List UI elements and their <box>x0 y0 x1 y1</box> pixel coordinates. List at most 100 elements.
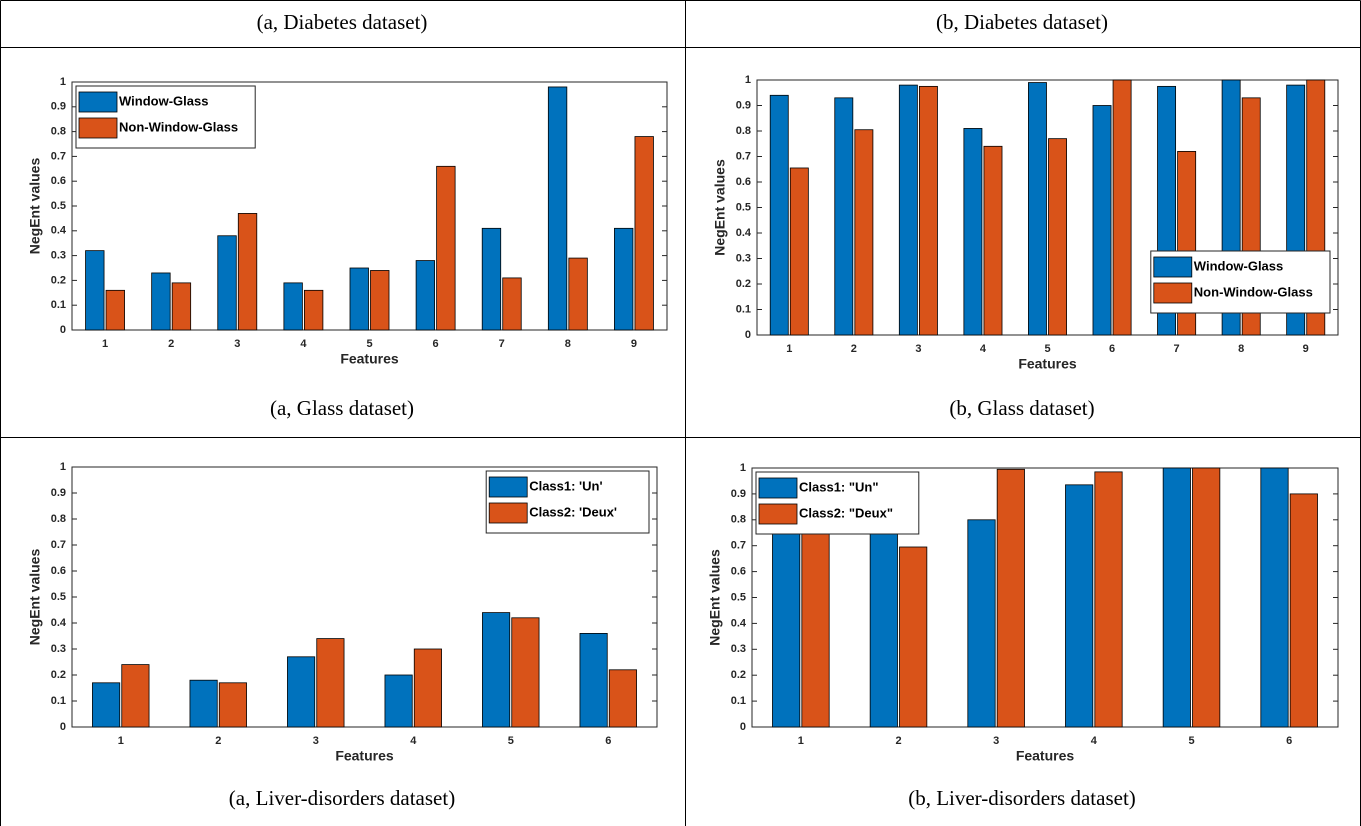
x-tick-label: 6 <box>1109 343 1115 355</box>
y-tick-label: 0.1 <box>736 303 751 315</box>
caption: (a, Glass dataset) <box>270 396 414 420</box>
bar <box>218 682 247 728</box>
bar <box>121 664 150 728</box>
y-tick-label: 0.8 <box>731 514 746 526</box>
bar <box>772 514 801 728</box>
legend-swatch <box>758 477 798 499</box>
x-axis-label: Features <box>335 748 394 764</box>
bar <box>237 213 258 331</box>
y-tick-label: 0 <box>740 721 746 733</box>
x-tick-label: 1 <box>786 343 792 355</box>
y-tick-label: 0.1 <box>731 695 746 707</box>
x-tick-label: 5 <box>366 338 372 350</box>
x-tick-label: 8 <box>1238 343 1244 355</box>
bar <box>869 506 898 728</box>
chart: 0 0.1 0.2 0.3 0.4 0.5 0.6 0.7 0.8 0.9 1 1 2 3 4 5 6 7 8 9 Fe… <box>27 76 668 367</box>
chart: 0 0.1 0.2 0.3 0.4 0.5 0.6 0.7 0.8 0.9 1 1 2 3 4 5 6 7 8 9 Fe… <box>712 74 1339 372</box>
y-tick-label: 0.1 <box>51 299 66 311</box>
bar <box>105 289 125 331</box>
bar <box>996 468 1025 728</box>
caption: (a, Diabetes dataset) <box>257 10 428 34</box>
y-tick-label: 0.2 <box>51 274 66 286</box>
y-tick-label: 1 <box>60 76 66 88</box>
y-tick-label: 0.1 <box>51 695 66 707</box>
caption: (b, Liver-disorders dataset) <box>908 786 1136 810</box>
y-tick-label: 0.3 <box>51 250 66 262</box>
y-tick-label: 0.2 <box>736 278 751 290</box>
legend-label: Class2: "Deux" <box>799 505 893 520</box>
x-tick-label: 6 <box>433 338 439 350</box>
bar <box>568 257 588 331</box>
bar <box>898 84 918 336</box>
caption: (b, Glass dataset) <box>949 396 1094 420</box>
legend-label: Non-Window-Glass <box>1194 284 1313 299</box>
y-axis-label: NegEnt values <box>27 549 43 646</box>
bar <box>854 129 874 336</box>
bar <box>436 165 456 331</box>
y-tick-label: 0.9 <box>51 487 66 499</box>
bar <box>1260 467 1289 728</box>
y-tick-label: 1 <box>745 74 751 86</box>
bar <box>547 86 568 331</box>
y-axis-label: NegEnt values <box>27 158 43 255</box>
x-tick-label: 4 <box>300 338 307 350</box>
y-tick-label: 0.2 <box>51 669 66 681</box>
bar <box>899 546 928 728</box>
bar <box>769 94 789 336</box>
x-tick-label: 7 <box>1174 343 1180 355</box>
y-tick-label: 1 <box>740 462 746 474</box>
x-tick-label: 2 <box>851 343 857 355</box>
y-tick-label: 0.5 <box>51 200 66 212</box>
x-tick-label: 5 <box>1188 735 1194 747</box>
y-tick-label: 0.3 <box>731 643 746 655</box>
y-tick-label: 0.8 <box>51 513 66 525</box>
y-tick-label: 0.4 <box>736 227 752 239</box>
bar <box>983 145 1003 336</box>
bar <box>511 617 540 728</box>
x-tick-label: 4 <box>1091 735 1098 747</box>
legend-label: Non-Window-Glass <box>119 119 238 134</box>
x-tick-label: 1 <box>118 735 124 747</box>
y-tick-label: 0.7 <box>51 539 66 551</box>
x-tick-label: 2 <box>168 338 174 350</box>
x-tick-label: 5 <box>508 735 514 747</box>
x-tick-label: 4 <box>980 343 987 355</box>
legend-swatch <box>1153 256 1193 278</box>
bar <box>1112 79 1132 336</box>
y-tick-label: 0.3 <box>736 252 751 264</box>
bar <box>634 136 654 331</box>
y-tick-label: 0.9 <box>736 99 751 111</box>
y-tick-label: 0 <box>745 329 751 341</box>
legend-label: Class1: 'Un' <box>529 478 602 493</box>
x-tick-label: 2 <box>215 735 221 747</box>
x-axis-label: Features <box>340 351 399 367</box>
bar <box>287 656 316 728</box>
bar <box>1162 467 1191 728</box>
y-tick-label: 0.7 <box>51 150 66 162</box>
bar <box>1048 138 1067 336</box>
bar <box>608 669 637 728</box>
bar <box>918 85 938 336</box>
y-tick-label: 1 <box>60 461 66 473</box>
y-tick-label: 0.6 <box>736 176 751 188</box>
bar <box>189 679 218 728</box>
y-tick-label: 0.7 <box>731 540 746 552</box>
y-tick-label: 0 <box>60 721 66 733</box>
bar <box>789 167 809 336</box>
caption: (a, Liver-disorders dataset) <box>229 786 455 810</box>
y-axis-label: NegEnt values <box>707 549 723 646</box>
legend-label: Class1: "Un" <box>799 479 879 494</box>
x-tick-label: 6 <box>605 735 611 747</box>
x-tick-label: 8 <box>565 338 571 350</box>
x-tick-label: 6 <box>1286 735 1292 747</box>
bar <box>963 128 983 336</box>
bar <box>171 282 192 331</box>
y-tick-label: 0.6 <box>51 565 66 577</box>
y-tick-label: 0.5 <box>731 591 746 603</box>
bar <box>801 518 830 728</box>
chart: 0 0.1 0.2 0.3 0.4 0.5 0.6 0.7 0.8 0.9 1 1 2 3 4 5 6 Featu… <box>27 461 658 764</box>
x-tick-label: 1 <box>102 338 108 350</box>
legend-label: Class2: 'Deux' <box>529 504 617 519</box>
bar <box>1028 82 1047 336</box>
bar <box>415 260 436 331</box>
